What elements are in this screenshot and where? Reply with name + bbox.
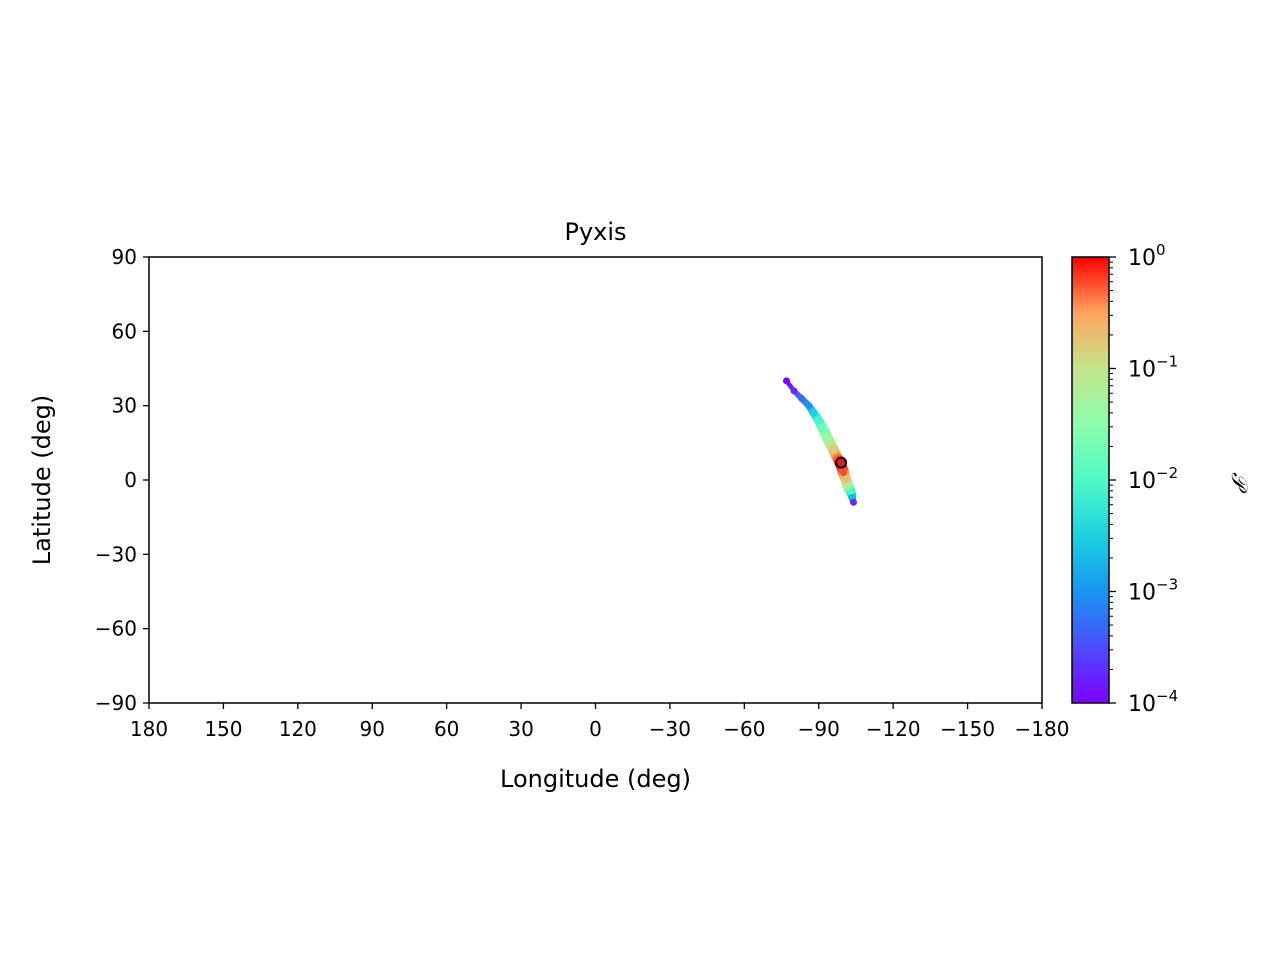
- colorbar: [1071, 256, 1110, 704]
- track-point: [783, 377, 790, 385]
- track-point: [830, 446, 838, 454]
- colorbar-tick-exponent: −1: [1156, 353, 1178, 371]
- colorbar-tick-label: 100: [1128, 241, 1166, 271]
- track-point: [810, 409, 818, 417]
- x-tick-label: −120: [866, 717, 921, 741]
- colorbar-tick-base: 10: [1128, 358, 1156, 383]
- colorbar-label: 𝒫: [1226, 472, 1251, 494]
- colorbar-tick-exponent: −4: [1156, 687, 1178, 705]
- x-tick-label: −180: [1015, 717, 1070, 741]
- y-tick-label: 0: [124, 468, 137, 492]
- track-point: [797, 394, 805, 402]
- track-point: [790, 387, 798, 395]
- x-tick-label: −30: [649, 717, 691, 741]
- colorbar-tick-label: 10−3: [1128, 576, 1178, 606]
- y-tick-label: −30: [95, 542, 137, 566]
- x-axis-label: Longitude (deg): [500, 765, 691, 793]
- y-axis: 90 60 30 0 −30 −60 −90: [95, 245, 149, 715]
- chart-title: Pyxis: [564, 218, 626, 246]
- colorbar-tick-base: 10: [1128, 692, 1156, 717]
- colorbar-tick-base: 10: [1128, 581, 1156, 606]
- x-tick-label: 0: [589, 717, 602, 741]
- x-axis: 180 150 120 90 60 30 0 −30 −60 −90 −120 −150 −180: [130, 703, 1070, 741]
- y-tick-label: 30: [112, 394, 137, 418]
- x-tick-label: 180: [130, 717, 168, 741]
- colorbar-tick-base: 10: [1128, 469, 1156, 494]
- x-tick-label: −60: [723, 717, 765, 741]
- colorbar-tick-exponent: −3: [1156, 576, 1178, 594]
- track-point: [820, 426, 828, 434]
- x-tick-label: 60: [434, 717, 459, 741]
- x-tick-label: 90: [360, 717, 385, 741]
- track-point: [825, 436, 833, 444]
- colorbar-tick-exponent: 0: [1156, 241, 1166, 259]
- track-point: [805, 402, 813, 410]
- x-tick-label: 150: [204, 717, 242, 741]
- x-tick-label: −90: [798, 717, 840, 741]
- track-point: [815, 417, 823, 425]
- source-marker: [835, 456, 848, 469]
- plot-area: [149, 257, 1042, 703]
- y-tick-label: 60: [112, 319, 137, 343]
- track-point: [849, 498, 857, 506]
- x-tick-label: 120: [279, 717, 317, 741]
- colorbar-tick-label: 10−1: [1128, 353, 1178, 383]
- x-tick-label: 30: [508, 717, 533, 741]
- track-point: [842, 476, 850, 484]
- colorbar-tick-exponent: −2: [1156, 464, 1178, 482]
- y-axis-label: Latitude (deg): [28, 395, 56, 565]
- colorbar-tick-label: 10−2: [1128, 464, 1178, 494]
- y-tick-label: −60: [95, 617, 137, 641]
- colorbar-tick-base: 10: [1128, 246, 1156, 271]
- source-marker-layer: [835, 456, 848, 469]
- track-point: [840, 469, 848, 477]
- x-tick-label: −150: [940, 717, 995, 741]
- y-tick-label: 90: [112, 245, 137, 269]
- y-tick-label: −90: [95, 691, 137, 715]
- colorbar-tick-label: 10−4: [1128, 687, 1178, 717]
